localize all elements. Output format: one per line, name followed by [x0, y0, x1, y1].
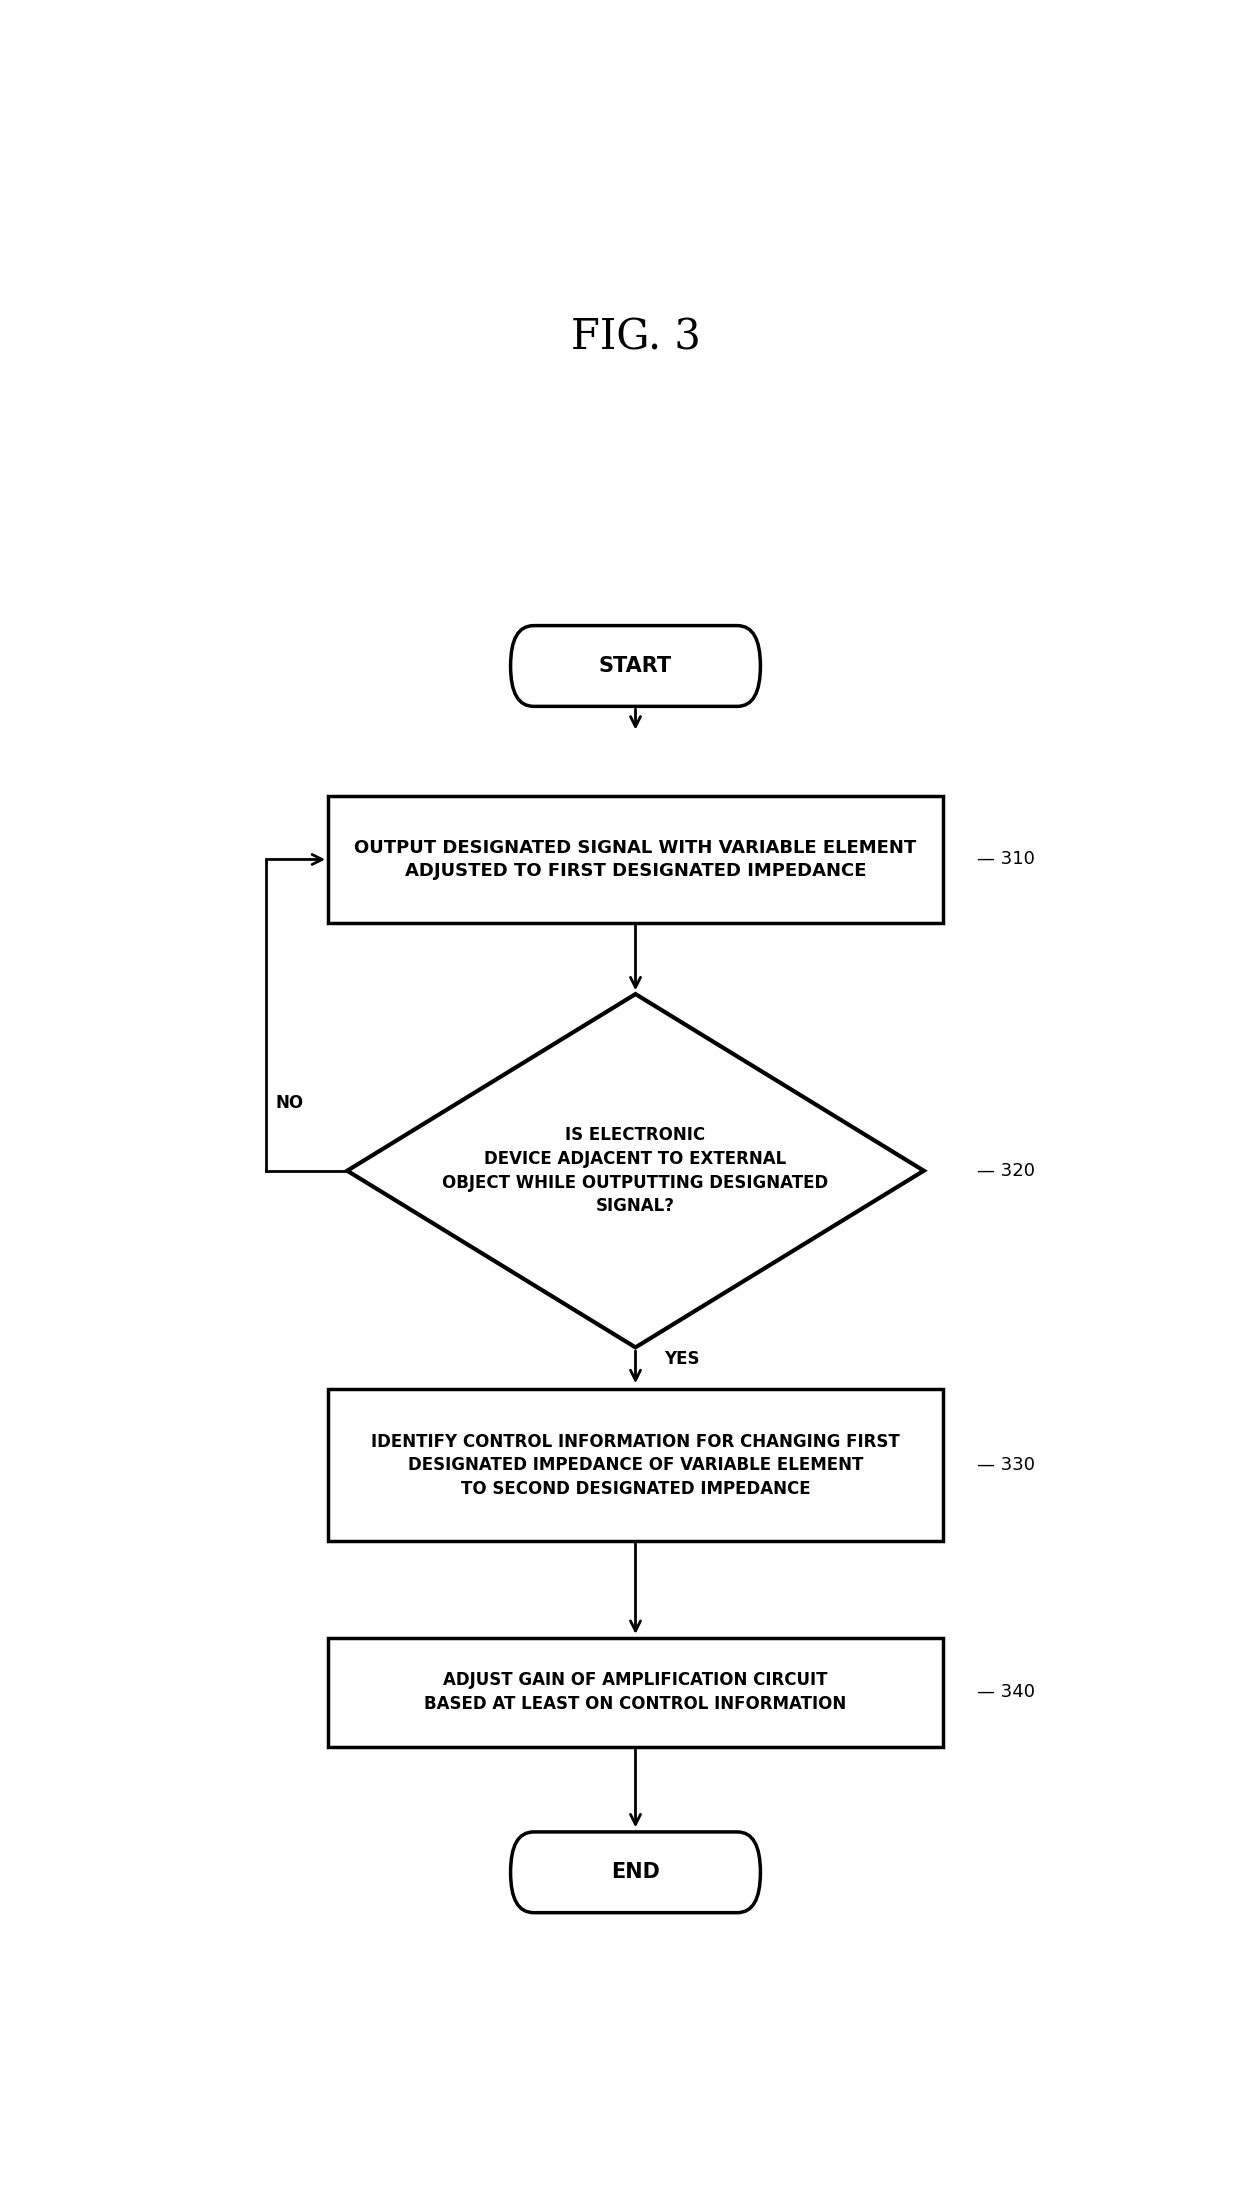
Bar: [327, 1390, 944, 1540]
Text: — 310: — 310: [977, 850, 1034, 867]
Polygon shape: [347, 994, 924, 1348]
Text: ADJUST GAIN OF AMPLIFICATION CIRCUIT
BASED AT LEAST ON CONTROL INFORMATION: ADJUST GAIN OF AMPLIFICATION CIRCUIT BAS…: [424, 1672, 847, 1713]
FancyBboxPatch shape: [511, 625, 760, 706]
Text: YES: YES: [665, 1350, 699, 1368]
Text: — 340: — 340: [977, 1682, 1034, 1702]
Text: — 320: — 320: [977, 1162, 1034, 1180]
Text: FIG. 3: FIG. 3: [570, 317, 701, 358]
Bar: [327, 795, 944, 922]
Bar: [327, 1637, 944, 1748]
Text: IS ELECTRONIC
DEVICE ADJACENT TO EXTERNAL
OBJECT WHILE OUTPUTTING DESIGNATED
SIG: IS ELECTRONIC DEVICE ADJACENT TO EXTERNA…: [443, 1125, 828, 1215]
Text: START: START: [599, 656, 672, 675]
Text: — 330: — 330: [977, 1455, 1034, 1475]
Text: END: END: [611, 1862, 660, 1881]
Text: OUTPUT DESIGNATED SIGNAL WITH VARIABLE ELEMENT
ADJUSTED TO FIRST DESIGNATED IMPE: OUTPUT DESIGNATED SIGNAL WITH VARIABLE E…: [355, 839, 916, 881]
FancyBboxPatch shape: [511, 1831, 760, 1912]
Text: NO: NO: [275, 1095, 304, 1112]
Text: IDENTIFY CONTROL INFORMATION FOR CHANGING FIRST
DESIGNATED IMPEDANCE OF VARIABLE: IDENTIFY CONTROL INFORMATION FOR CHANGIN…: [371, 1433, 900, 1497]
